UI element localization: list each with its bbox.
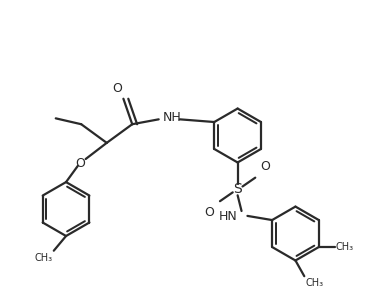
- Text: NH: NH: [163, 111, 182, 124]
- Text: S: S: [233, 182, 242, 197]
- Text: CH₃: CH₃: [336, 242, 354, 252]
- Text: O: O: [205, 205, 214, 218]
- Text: O: O: [261, 160, 271, 173]
- Text: O: O: [75, 157, 85, 170]
- Text: O: O: [113, 82, 122, 95]
- Text: CH₃: CH₃: [35, 253, 53, 263]
- Text: CH₃: CH₃: [305, 278, 324, 288]
- Text: HN: HN: [219, 210, 238, 223]
